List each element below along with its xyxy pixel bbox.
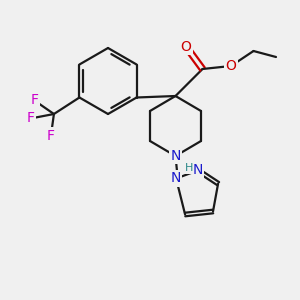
Text: O: O [226,59,236,73]
Text: H: H [184,163,193,173]
Text: F: F [30,94,38,107]
Text: N: N [171,172,181,185]
Text: F: F [26,112,34,125]
Text: N: N [193,164,203,177]
Text: O: O [181,40,191,53]
Text: N: N [170,149,181,163]
Text: F: F [47,129,55,142]
